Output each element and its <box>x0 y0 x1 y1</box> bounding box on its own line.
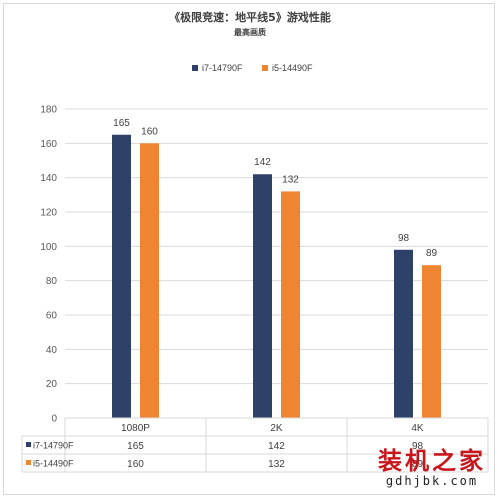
y-tick-label: 140 <box>40 173 57 184</box>
watermark-text: 装机之家 <box>378 446 486 475</box>
y-tick-label: 40 <box>46 345 58 356</box>
legend-item-series-2: i5-14490F <box>262 63 313 73</box>
legend-swatch-series-1 <box>192 65 198 71</box>
data-label: 142 <box>254 157 271 168</box>
y-tick-label: 0 <box>51 414 57 425</box>
x-category-label: 1080P <box>121 423 150 434</box>
table-series-label: i7-14790F <box>33 441 74 451</box>
bar-series-1 <box>112 134 131 418</box>
legend-label-series-2: i5-14490F <box>272 63 313 73</box>
legend-swatch-series-2 <box>262 65 268 71</box>
legend-label-series-1: i7-14790F <box>202 63 243 73</box>
data-label: 160 <box>141 126 158 137</box>
bar-series-1 <box>253 174 272 418</box>
y-tick-label: 100 <box>40 242 57 253</box>
chart-title: 《极限竞速：地平线5》游戏性能 <box>169 11 331 24</box>
table-legend-key <box>26 442 31 447</box>
table-cell-value: 132 <box>268 459 285 470</box>
table-cell-value: 160 <box>127 459 144 470</box>
data-label: 132 <box>282 174 299 185</box>
x-category-label: 4K <box>411 423 424 434</box>
data-label: 89 <box>426 248 438 259</box>
bar-series-2 <box>140 143 159 419</box>
bar-series-2 <box>422 265 441 418</box>
y-tick-label: 160 <box>40 139 57 150</box>
chart-subtitle: 最高画质 <box>234 28 266 37</box>
y-tick-label: 80 <box>46 276 58 287</box>
data-label: 98 <box>398 233 410 244</box>
y-tick-label: 180 <box>40 105 57 116</box>
table-cell-value: 142 <box>268 441 285 452</box>
table-cell-value: 165 <box>127 441 144 452</box>
legend-item-series-1: i7-14790F <box>192 63 243 73</box>
chart-frame <box>3 3 495 495</box>
y-tick-label: 20 <box>46 379 58 390</box>
y-tick-label: 60 <box>46 311 58 322</box>
y-tick-label: 120 <box>40 208 57 219</box>
legend: i7-14790F i5-14490F <box>0 63 500 77</box>
bar-series-1 <box>394 249 413 418</box>
watermark-url: gdhjbk.com <box>385 474 479 488</box>
bar-series-2 <box>281 191 300 418</box>
table-cell-value: 98 <box>412 441 424 452</box>
watermark: 装机之家 gdhjbk.com <box>372 446 492 489</box>
table-legend-key <box>26 460 31 465</box>
table-cell-value: 89 <box>412 459 424 470</box>
table-series-label: i5-14490F <box>33 459 74 469</box>
data-label: 165 <box>113 118 130 129</box>
x-category-label: 2K <box>270 423 283 434</box>
